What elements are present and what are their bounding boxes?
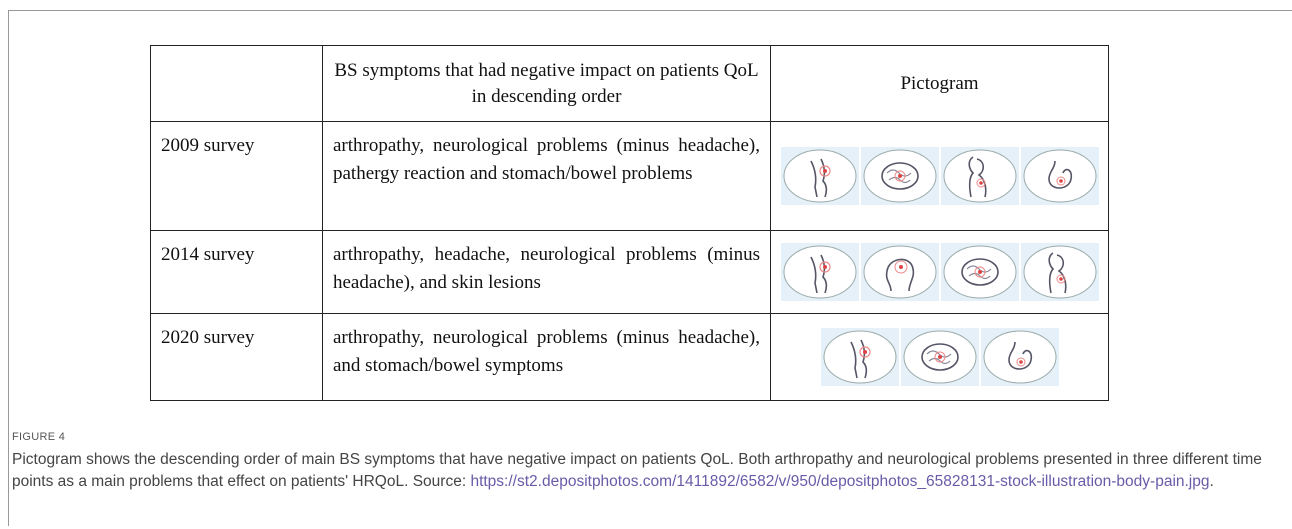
pictogram-icon bbox=[940, 243, 1019, 301]
symptom-cell: arthropathy, headache, neurological prob… bbox=[322, 230, 771, 314]
pictogram-icon bbox=[780, 147, 859, 205]
header-cell: BS symptoms that had negative impact on … bbox=[322, 45, 771, 122]
pictogram-icon bbox=[940, 147, 1019, 205]
pictogram bbox=[775, 328, 1104, 386]
pictogram-cell bbox=[770, 230, 1109, 314]
caption-label: FIGURE 4 bbox=[12, 431, 66, 443]
pictogram-icon bbox=[820, 328, 899, 386]
symptom-cell: arthropathy, neurological problems (minu… bbox=[322, 121, 771, 231]
header-cell: Pictogram bbox=[770, 45, 1109, 122]
pictogram-icon bbox=[1020, 243, 1099, 301]
figure-frame bbox=[8, 10, 1292, 526]
table-row: 2009 survey arthropathy, neurological pr… bbox=[150, 121, 1109, 231]
table-row: 2020 survey arthropathy, neurological pr… bbox=[150, 313, 1109, 401]
pictogram bbox=[775, 243, 1104, 301]
pictogram bbox=[775, 147, 1104, 205]
pictogram-icon bbox=[1020, 147, 1099, 205]
header-cell bbox=[150, 45, 323, 122]
pictogram-icon bbox=[860, 243, 939, 301]
pictogram-icon bbox=[860, 147, 939, 205]
pictogram-cell bbox=[770, 313, 1109, 401]
table-row: 2014 survey arthropathy, headache, neuro… bbox=[150, 230, 1109, 314]
pictogram-icon bbox=[980, 328, 1059, 386]
caption-text: Pictogram shows the descending order of … bbox=[12, 451, 1262, 490]
pictogram-icon bbox=[900, 328, 979, 386]
header-row: BS symptoms that had negative impact on … bbox=[150, 45, 1109, 122]
pictogram-icon bbox=[780, 243, 859, 301]
year-cell: 2009 survey bbox=[150, 121, 323, 231]
year-cell: 2020 survey bbox=[150, 313, 323, 401]
caption: FIGURE 4 Pictogram shows the descending o… bbox=[12, 426, 1274, 493]
year-cell: 2014 survey bbox=[150, 230, 323, 314]
symptom-cell: arthropathy, neurological problems (minu… bbox=[322, 313, 771, 401]
source-link[interactable]: https://st2.depositphotos.com/1411892/65… bbox=[470, 473, 1210, 490]
caption-end: . bbox=[1209, 473, 1214, 490]
pictogram-cell bbox=[770, 121, 1109, 231]
symptom-table: BS symptoms that had negative impact on … bbox=[150, 45, 1109, 401]
